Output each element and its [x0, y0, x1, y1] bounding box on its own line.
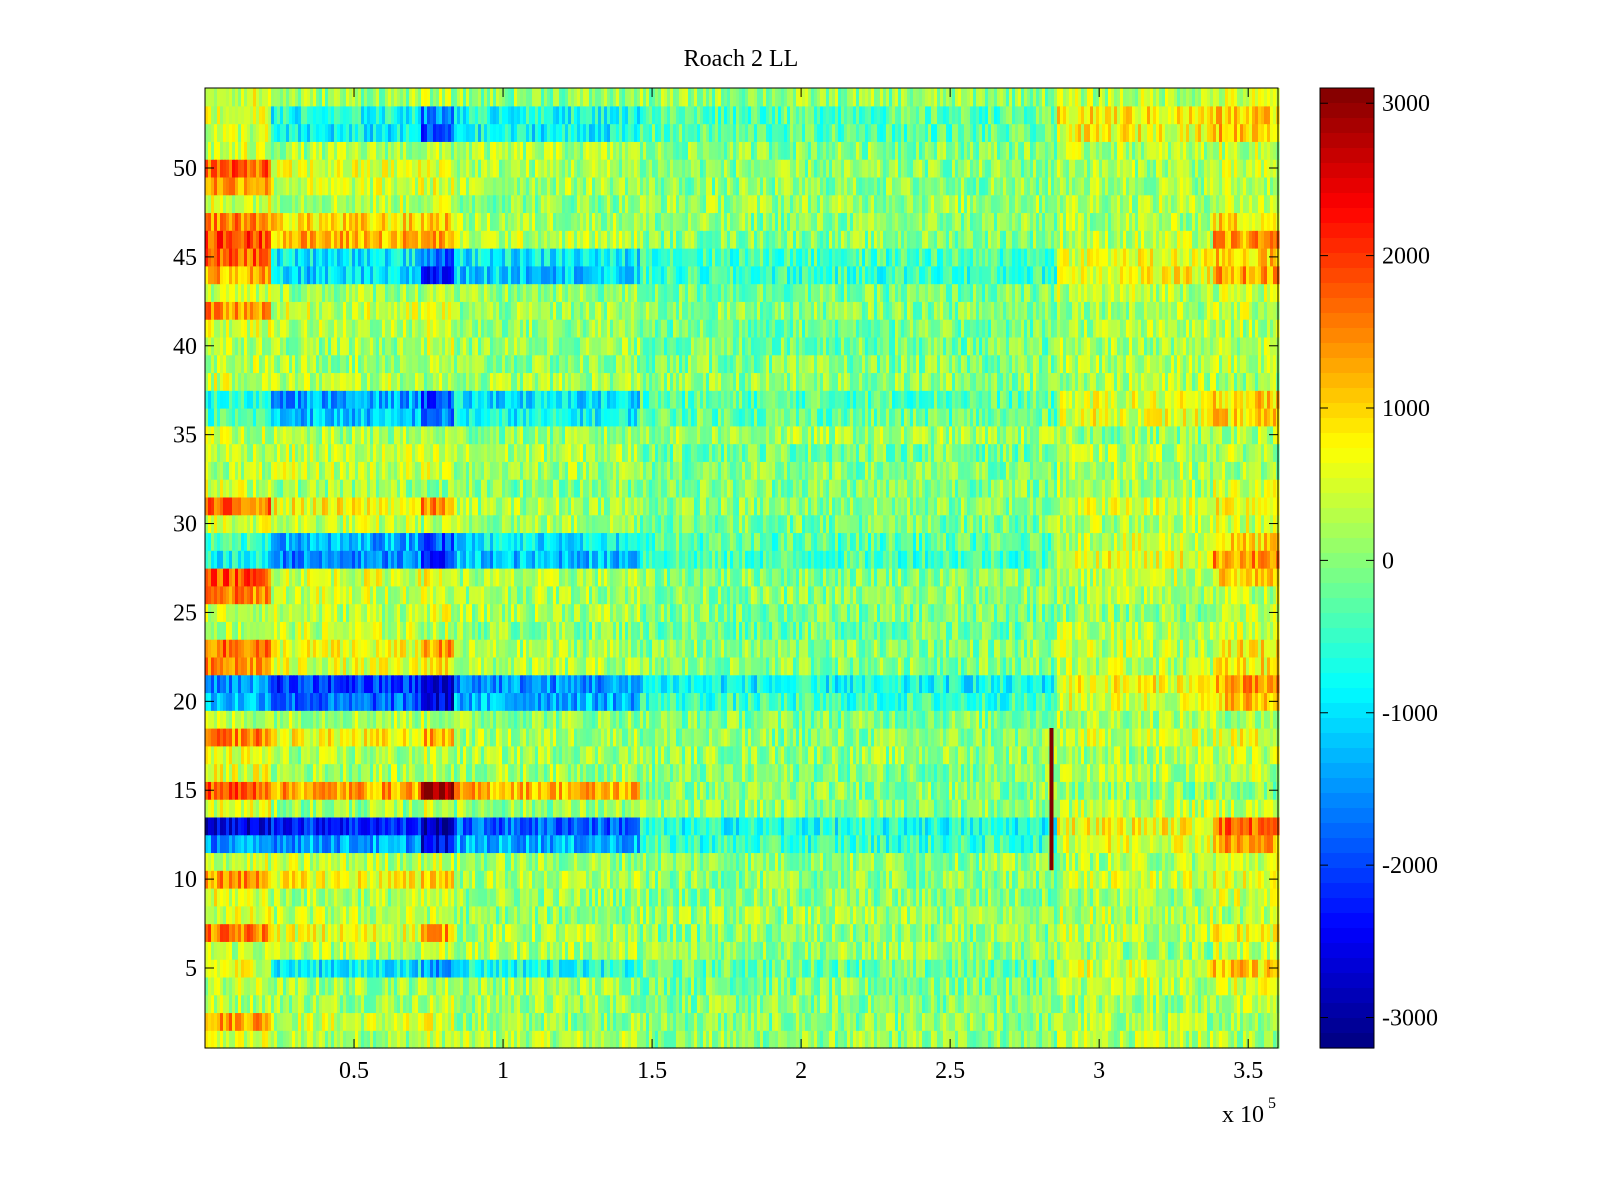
- heatmap-row: [205, 906, 1280, 924]
- heatmap-row: [205, 977, 1280, 995]
- heatmap-plot-area: [205, 88, 1280, 1049]
- heatmap-row: [205, 924, 1280, 942]
- heatmap-row: [205, 835, 1280, 853]
- heatmap-row: [205, 852, 1280, 870]
- heatmap-row: [205, 941, 1280, 959]
- heatmap-row: [205, 870, 1280, 888]
- heatmap-row: [205, 1012, 1280, 1030]
- chart-title: Roach 2 LL: [684, 46, 799, 72]
- heatmap-row: [205, 888, 1280, 906]
- heatmap-row: [205, 1030, 1280, 1048]
- heatmap-row: [205, 959, 1280, 977]
- heatmap-row: [205, 995, 1280, 1013]
- heatmap-row: [205, 817, 1280, 835]
- heatmap-row: [205, 799, 1280, 817]
